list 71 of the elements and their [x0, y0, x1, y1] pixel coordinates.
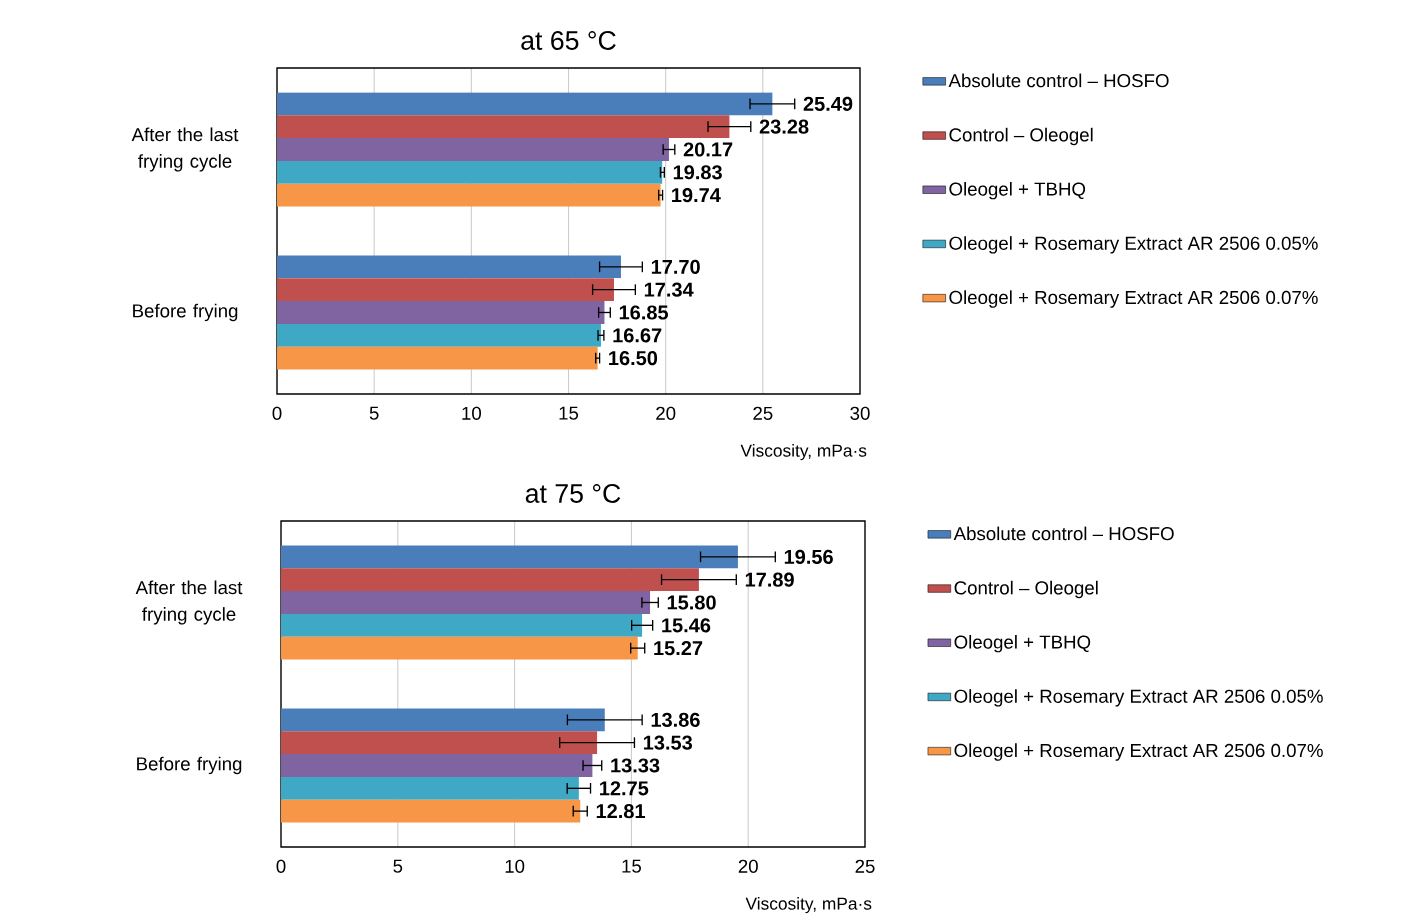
bar: [277, 92, 773, 116]
x-tick-label: 25: [753, 406, 773, 420]
x-tick-label: 30: [850, 406, 870, 420]
x-tick-label: 25: [855, 859, 875, 873]
legend-label: Absolute control – HOSFO: [953, 526, 1174, 541]
bar: [281, 636, 638, 660]
bar: [277, 160, 663, 184]
y-tick-label: After the last frying cycle: [135, 580, 243, 625]
x-tick-label: 10: [505, 859, 525, 873]
bar: [281, 591, 651, 614]
legend-label: Oleogel + Rosemary Extract AR 2506 0.07%: [949, 290, 1318, 308]
bar: [281, 708, 605, 732]
legend-label: Absolute control – HOSFO: [948, 73, 1169, 88]
bar: [281, 776, 579, 800]
legend-label: Control – Oleogel: [949, 127, 1093, 146]
legend-label: Control – Oleogel: [954, 580, 1098, 599]
x-tick-label: 15: [559, 406, 579, 420]
data-label: 13.33: [611, 758, 660, 773]
data-label: 17.70: [651, 259, 700, 274]
bar: [277, 183, 661, 207]
x-tick-label: 0: [276, 859, 286, 873]
legend-label: Oleogel + Rosemary Extract AR 2506 0.05%: [949, 236, 1318, 254]
legend-label: Oleogel + TBHQ: [954, 634, 1091, 653]
bar: [281, 754, 593, 777]
data-label: 13.86: [651, 712, 700, 727]
bar: [277, 255, 621, 279]
data-label: 17.34: [644, 282, 694, 297]
bar: [277, 301, 605, 324]
bar: [277, 115, 730, 139]
data-label: 16.50: [609, 351, 658, 366]
bar: [281, 545, 738, 569]
data-label: 23.28: [759, 119, 809, 134]
legend-label: Oleogel + TBHQ: [949, 181, 1086, 200]
data-label: 20.17: [683, 142, 733, 157]
y-tick-label: Before frying: [133, 303, 238, 322]
data-label: 15.46: [662, 618, 711, 633]
bar: [281, 799, 581, 823]
data-label: 12.75: [600, 781, 649, 796]
x-tick-label: 5: [393, 859, 403, 873]
x-axis-title: Viscosity, mPa·s: [745, 897, 872, 914]
legend-label: Oleogel + Rosemary Extract AR 2506 0.07%: [954, 743, 1323, 761]
x-tick-label: 0: [272, 406, 282, 420]
x-tick-label: 20: [738, 859, 758, 873]
data-label: 16.85: [619, 305, 669, 320]
data-label: 19.83: [673, 165, 722, 180]
data-label: 19.74: [672, 188, 721, 203]
bar: [277, 138, 669, 161]
data-label: 17.89: [745, 572, 794, 587]
x-tick-label: 10: [462, 406, 481, 420]
x-tick-label: 15: [622, 859, 641, 873]
chart-title: at 75 °C: [525, 484, 621, 503]
bar: [281, 731, 598, 755]
x-tick-label: 20: [656, 406, 676, 420]
y-tick-label: After the last frying cycle: [131, 127, 239, 172]
data-label: 12.81: [596, 804, 645, 819]
y-tick-label: Before frying: [137, 756, 242, 775]
data-label: 16.67: [613, 328, 662, 343]
data-label: 13.53: [643, 735, 693, 750]
data-label: 15.80: [667, 595, 716, 610]
data-label: 15.27: [654, 641, 703, 656]
chart-title: at 65 °C: [521, 31, 616, 50]
data-label: 19.56: [784, 549, 833, 564]
bar: [281, 613, 643, 637]
bar: [277, 323, 601, 347]
x-axis-title: Viscosity, mPa·s: [740, 444, 867, 461]
legend-label: Oleogel + Rosemary Extract AR 2506 0.05%: [954, 689, 1323, 707]
bar: [277, 278, 614, 302]
x-tick-label: 5: [369, 406, 379, 420]
data-label: 25.49: [803, 96, 853, 111]
bar: [277, 346, 598, 370]
bar: [281, 568, 699, 592]
